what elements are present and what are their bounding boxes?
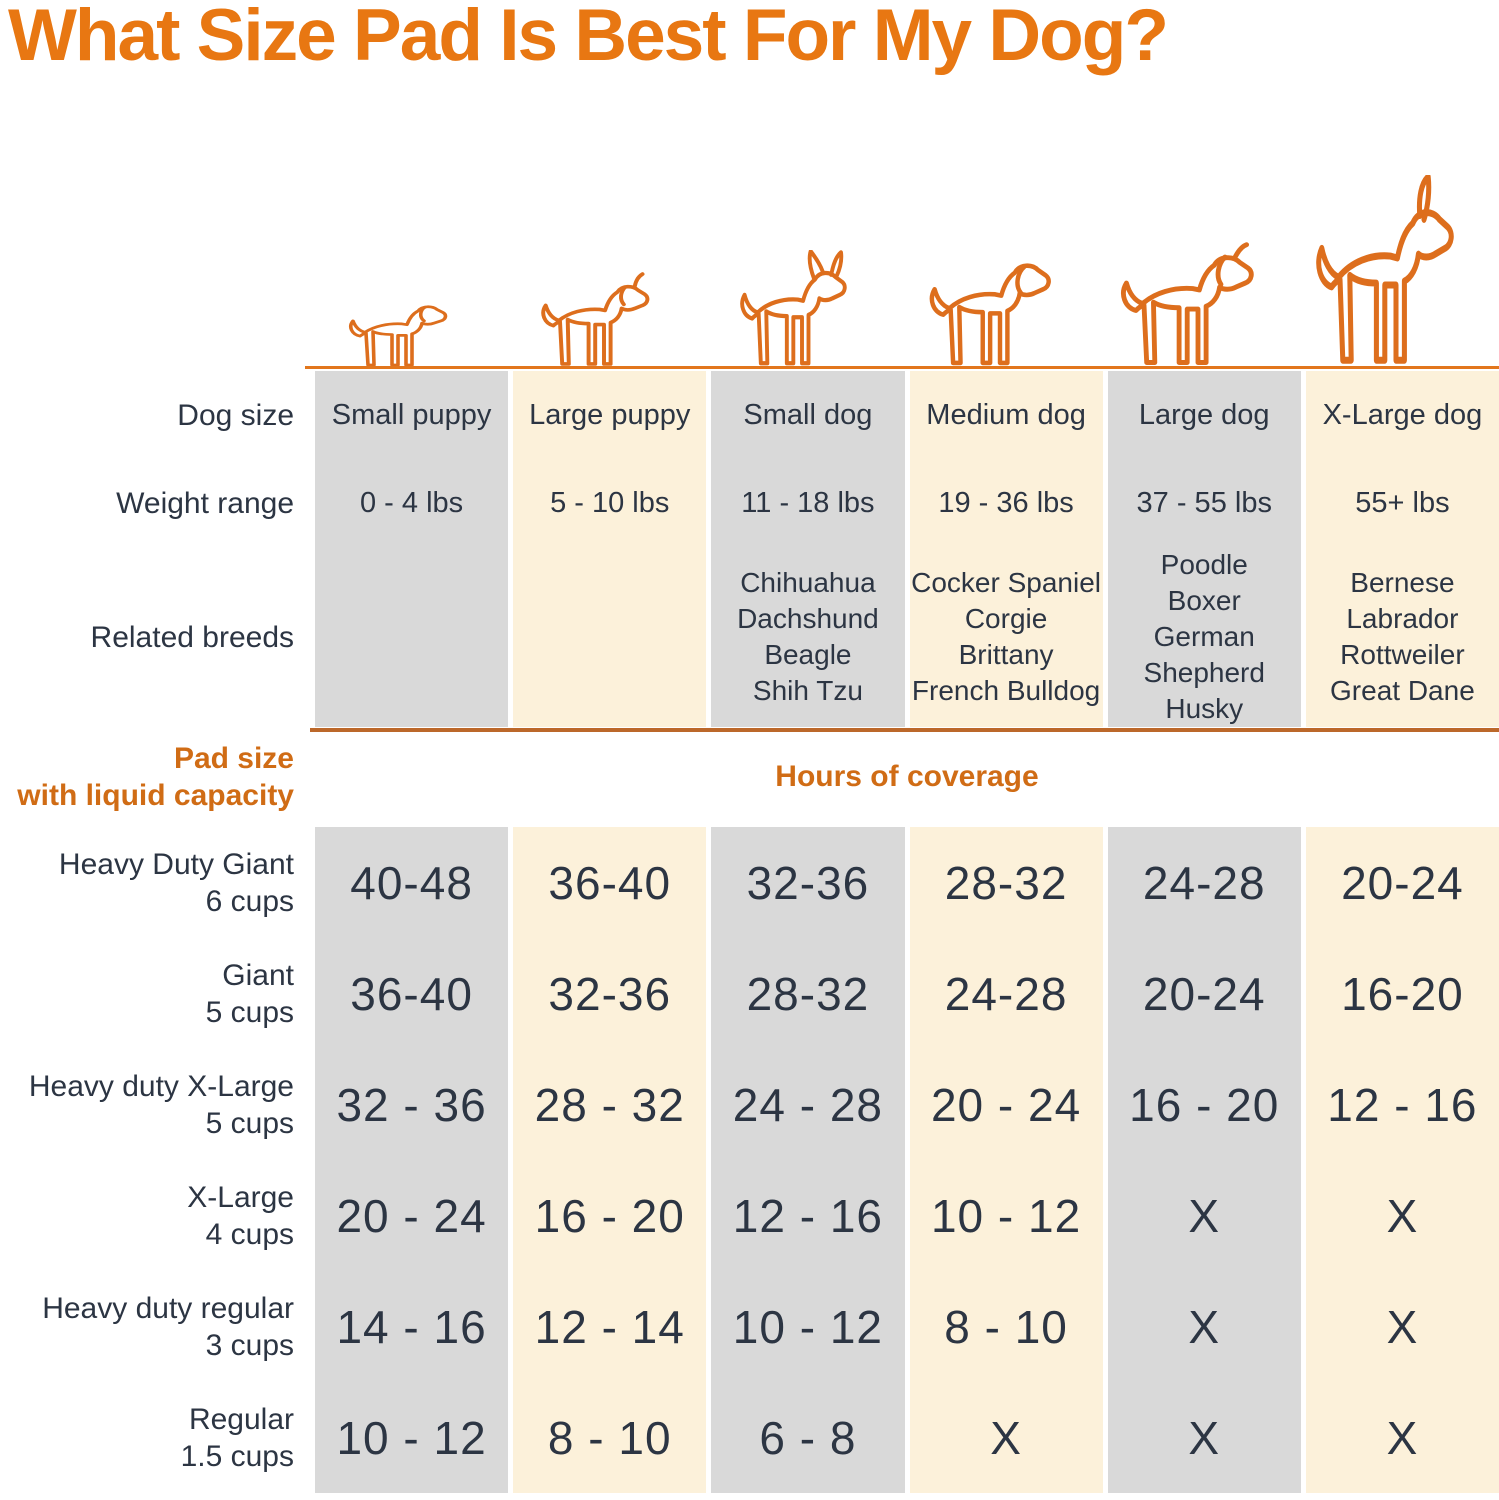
hours-cell: 14 - 16: [315, 1271, 509, 1382]
breeds-cell: Chihuahua Dachshund Beagle Shih Tzu: [711, 547, 905, 727]
pad-row-label: Heavy Duty Giant 6 cups: [58, 847, 294, 918]
page-title: What Size Pad Is Best For My Dog?: [8, 0, 1169, 76]
pad-row-label: Giant 5 cups: [205, 958, 294, 1029]
breeds-cell: [315, 547, 509, 727]
hours-cell: 36-40: [315, 938, 509, 1049]
column-header: Medium dog: [909, 371, 1103, 459]
hours-cell: X: [1107, 1160, 1301, 1271]
hours-cell: 20 - 24: [909, 1049, 1103, 1160]
hours-cell: 28 - 32: [513, 1049, 707, 1160]
hours-cell: 20-24: [1305, 827, 1499, 938]
hours-cell: 24-28: [909, 938, 1103, 1049]
ground-line: [305, 366, 1499, 369]
hours-cell: X: [1107, 1382, 1301, 1493]
hours-cell: X: [1305, 1160, 1499, 1271]
hours-cell: 8 - 10: [513, 1382, 707, 1493]
hours-cell: X: [1107, 1271, 1301, 1382]
hours-cell: 32-36: [513, 938, 707, 1049]
pad-size-header: Pad size with liquid capacity: [17, 742, 294, 812]
breeds-cell: Bernese Labrador Rottweiler Great Dane: [1305, 547, 1499, 727]
large-dog-icon: [1117, 231, 1279, 368]
row-header-dog-size: Dog size: [177, 398, 294, 432]
hours-cell: 12 - 16: [711, 1160, 905, 1271]
column-header: Large puppy: [513, 371, 707, 459]
weight-cell: 37 - 55 lbs: [1107, 459, 1301, 547]
hours-cell: X: [1305, 1271, 1499, 1382]
pad-row-label: Heavy duty X-Large 5 cups: [28, 1069, 294, 1140]
column-header: Small puppy: [315, 371, 509, 459]
pad-row-label: Regular 1.5 cups: [180, 1402, 294, 1473]
breeds-cell: Poodle Boxer German Shepherd Husky: [1107, 547, 1301, 727]
x-large-dog-icon: [1312, 175, 1480, 368]
hours-cell: X: [909, 1382, 1103, 1493]
pad-row-label: X-Large 4 cups: [187, 1180, 294, 1251]
hours-of-coverage-header: Hours of coverage: [775, 760, 1039, 793]
hours-cell: 12 - 16: [1305, 1049, 1499, 1160]
medium-dog-icon: [926, 241, 1074, 368]
hours-cell: 20 - 24: [315, 1160, 509, 1271]
hours-cell: 28-32: [711, 938, 905, 1049]
pad-row-label: Heavy duty regular 3 cups: [42, 1291, 294, 1362]
small-puppy-dog-icon: [346, 292, 466, 368]
hours-cell: 10 - 12: [909, 1160, 1103, 1271]
small-dog-icon: [737, 250, 867, 368]
hours-cell: 40-48: [315, 827, 509, 938]
weight-cell: 55+ lbs: [1305, 459, 1499, 547]
row-header-related-breeds: Related breeds: [90, 620, 294, 654]
row-header-weight-range: Weight range: [116, 486, 294, 520]
size-comparison-table: Dog size Small puppy Large puppy Small d…: [0, 371, 1499, 1493]
hours-cell: 16 - 20: [513, 1160, 707, 1271]
hours-cell: 24 - 28: [711, 1049, 905, 1160]
hours-cell: 10 - 12: [711, 1271, 905, 1382]
hours-cell: X: [1305, 1382, 1499, 1493]
large-puppy-dog-icon: [538, 267, 670, 368]
hours-cell: 16 - 20: [1107, 1049, 1301, 1160]
hours-cell: 32-36: [711, 827, 905, 938]
weight-cell: 11 - 18 lbs: [711, 459, 905, 547]
hours-cell: 36-40: [513, 827, 707, 938]
hours-cell: 16-20: [1305, 938, 1499, 1049]
hours-cell: 20-24: [1107, 938, 1301, 1049]
breeds-cell: Cocker Spaniel Corgie Brittany French Bu…: [909, 547, 1103, 727]
weight-cell: 19 - 36 lbs: [909, 459, 1103, 547]
column-header: Small dog: [711, 371, 905, 459]
weight-cell: 5 - 10 lbs: [513, 459, 707, 547]
hours-cell: 24-28: [1107, 827, 1301, 938]
hours-cell: 28-32: [909, 827, 1103, 938]
hours-cell: 8 - 10: [909, 1271, 1103, 1382]
breeds-cell: [513, 547, 707, 727]
weight-cell: 0 - 4 lbs: [315, 459, 509, 547]
hours-cell: 10 - 12: [315, 1382, 509, 1493]
hours-cell: 6 - 8: [711, 1382, 905, 1493]
section-divider-line: [310, 728, 1499, 732]
hours-cell: 32 - 36: [315, 1049, 509, 1160]
hours-cell: 12 - 14: [513, 1271, 707, 1382]
column-header: Large dog: [1107, 371, 1301, 459]
column-header: X-Large dog: [1305, 371, 1499, 459]
